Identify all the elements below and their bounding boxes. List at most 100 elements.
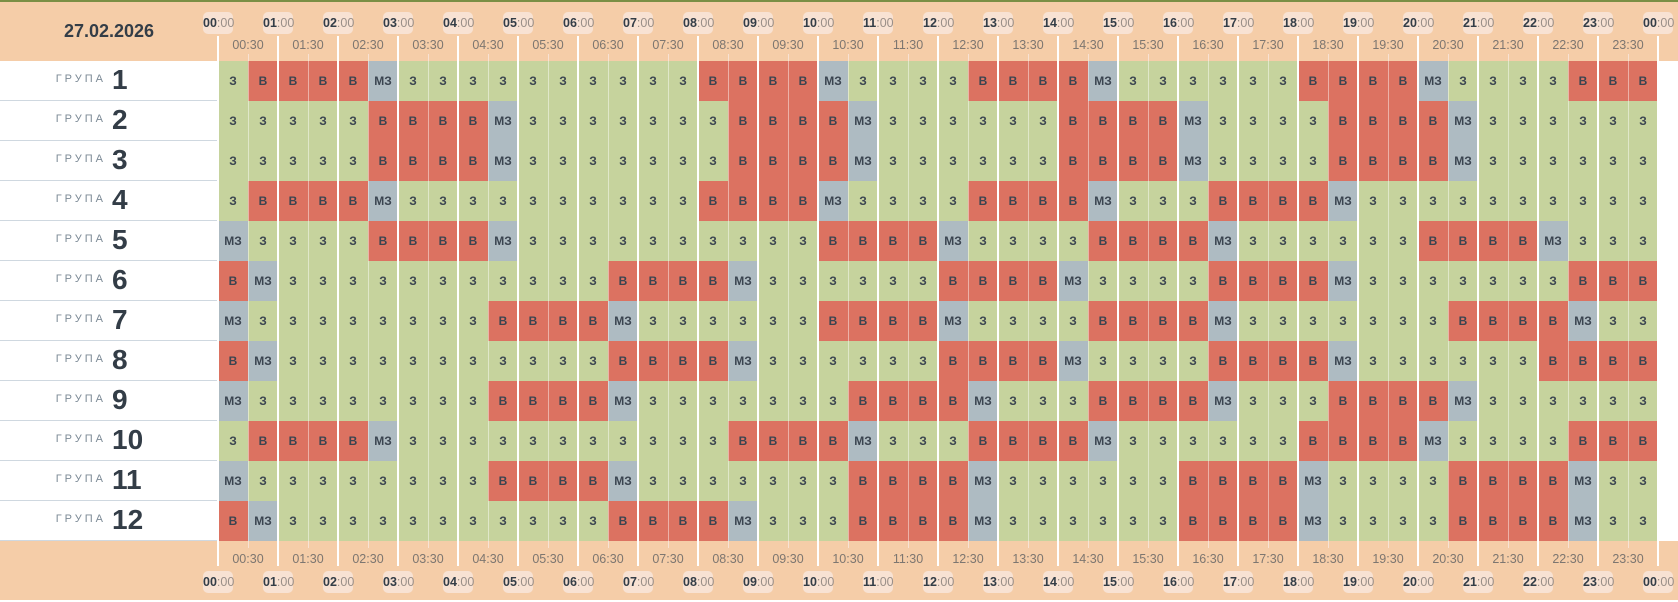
schedule-cell[interactable]: МЗ (1328, 261, 1358, 301)
schedule-cell[interactable]: В (758, 421, 788, 461)
schedule-cell[interactable]: З (1028, 101, 1058, 141)
schedule-cell[interactable]: З (398, 421, 428, 461)
schedule-cell[interactable]: З (1268, 101, 1298, 141)
schedule-cell[interactable]: В (1358, 141, 1388, 181)
schedule-cell[interactable]: З (1358, 221, 1388, 261)
schedule-cell[interactable]: МЗ (848, 141, 878, 181)
schedule-cell[interactable]: З (308, 261, 338, 301)
schedule-cell[interactable]: МЗ (938, 301, 968, 341)
schedule-cell[interactable]: В (1298, 341, 1328, 381)
schedule-cell[interactable]: З (728, 221, 758, 261)
schedule-cell[interactable]: З (878, 61, 908, 101)
schedule-cell[interactable]: В (1178, 461, 1208, 501)
schedule-cell[interactable]: В (998, 181, 1028, 221)
schedule-cell[interactable]: В (1268, 261, 1298, 301)
schedule-cell[interactable]: З (1358, 501, 1388, 541)
schedule-cell[interactable]: В (728, 61, 758, 101)
schedule-cell[interactable]: З (1418, 461, 1448, 501)
schedule-cell[interactable]: З (1268, 221, 1298, 261)
schedule-cell[interactable]: В (218, 501, 248, 541)
schedule-cell[interactable]: МЗ (248, 501, 278, 541)
schedule-cell[interactable]: З (1568, 381, 1598, 421)
schedule-cell[interactable]: В (488, 301, 518, 341)
schedule-cell[interactable]: З (458, 261, 488, 301)
schedule-cell[interactable]: З (398, 261, 428, 301)
schedule-cell[interactable]: В (1208, 501, 1238, 541)
schedule-cell[interactable]: З (1118, 341, 1148, 381)
schedule-cell[interactable]: МЗ (848, 421, 878, 461)
schedule-cell[interactable]: В (1238, 461, 1268, 501)
schedule-cell[interactable]: В (458, 141, 488, 181)
schedule-cell[interactable]: В (1238, 501, 1268, 541)
schedule-cell[interactable]: З (758, 341, 788, 381)
schedule-cell[interactable]: З (548, 421, 578, 461)
schedule-cell[interactable]: В (1028, 341, 1058, 381)
schedule-cell[interactable]: З (458, 501, 488, 541)
schedule-cell[interactable]: В (818, 221, 848, 261)
schedule-cell[interactable]: З (848, 181, 878, 221)
schedule-cell[interactable]: В (578, 301, 608, 341)
schedule-cell[interactable]: З (668, 301, 698, 341)
schedule-cell[interactable]: З (908, 341, 938, 381)
schedule-cell[interactable]: В (248, 181, 278, 221)
schedule-cell[interactable]: З (1628, 101, 1658, 141)
schedule-cell[interactable]: В (1448, 461, 1478, 501)
schedule-cell[interactable]: З (218, 101, 248, 141)
schedule-cell[interactable]: З (1538, 101, 1568, 141)
schedule-cell[interactable]: З (278, 141, 308, 181)
schedule-cell[interactable]: З (1328, 301, 1358, 341)
schedule-cell[interactable]: З (788, 501, 818, 541)
schedule-cell[interactable]: З (608, 61, 638, 101)
schedule-cell[interactable]: З (548, 341, 578, 381)
schedule-cell[interactable]: В (698, 501, 728, 541)
schedule-cell[interactable]: В (428, 141, 458, 181)
schedule-cell[interactable]: В (848, 461, 878, 501)
schedule-cell[interactable]: З (578, 341, 608, 381)
schedule-cell[interactable]: З (458, 421, 488, 461)
schedule-cell[interactable]: З (1508, 61, 1538, 101)
schedule-cell[interactable]: З (788, 341, 818, 381)
schedule-cell[interactable]: В (968, 61, 998, 101)
schedule-cell[interactable]: З (938, 181, 968, 221)
schedule-cell[interactable]: З (488, 421, 518, 461)
schedule-cell[interactable]: З (428, 341, 458, 381)
schedule-cell[interactable]: В (1358, 61, 1388, 101)
schedule-cell[interactable]: З (878, 141, 908, 181)
schedule-cell[interactable]: В (788, 141, 818, 181)
schedule-cell[interactable]: З (578, 421, 608, 461)
schedule-cell[interactable]: В (938, 381, 968, 421)
schedule-cell[interactable]: З (1058, 301, 1088, 341)
schedule-cell[interactable]: З (878, 421, 908, 461)
schedule-cell[interactable]: З (908, 101, 938, 141)
schedule-cell[interactable]: В (428, 221, 458, 261)
schedule-cell[interactable]: З (698, 221, 728, 261)
schedule-cell[interactable]: З (518, 221, 548, 261)
schedule-cell[interactable]: В (1628, 261, 1658, 301)
schedule-cell[interactable]: З (1598, 181, 1628, 221)
schedule-cell[interactable]: З (1028, 461, 1058, 501)
schedule-cell[interactable]: З (758, 301, 788, 341)
schedule-cell[interactable]: З (1238, 301, 1268, 341)
schedule-cell[interactable]: МЗ (848, 101, 878, 141)
schedule-cell[interactable]: З (1148, 501, 1178, 541)
schedule-cell[interactable]: З (668, 381, 698, 421)
schedule-cell[interactable]: З (1478, 261, 1508, 301)
schedule-cell[interactable]: МЗ (218, 381, 248, 421)
schedule-cell[interactable]: З (578, 221, 608, 261)
schedule-cell[interactable]: З (1088, 501, 1118, 541)
schedule-cell[interactable]: З (278, 341, 308, 381)
schedule-cell[interactable]: В (1328, 421, 1358, 461)
schedule-cell[interactable]: МЗ (488, 221, 518, 261)
schedule-cell[interactable]: З (338, 301, 368, 341)
schedule-cell[interactable]: В (1418, 221, 1448, 261)
schedule-cell[interactable]: МЗ (1088, 61, 1118, 101)
schedule-cell[interactable]: В (668, 261, 698, 301)
schedule-cell[interactable]: МЗ (1568, 501, 1598, 541)
schedule-cell[interactable]: З (518, 141, 548, 181)
schedule-cell[interactable]: МЗ (1328, 181, 1358, 221)
schedule-cell[interactable]: З (308, 101, 338, 141)
schedule-cell[interactable]: В (1118, 301, 1148, 341)
schedule-cell[interactable]: В (518, 461, 548, 501)
schedule-cell[interactable]: В (1268, 501, 1298, 541)
schedule-cell[interactable]: З (1508, 381, 1538, 421)
